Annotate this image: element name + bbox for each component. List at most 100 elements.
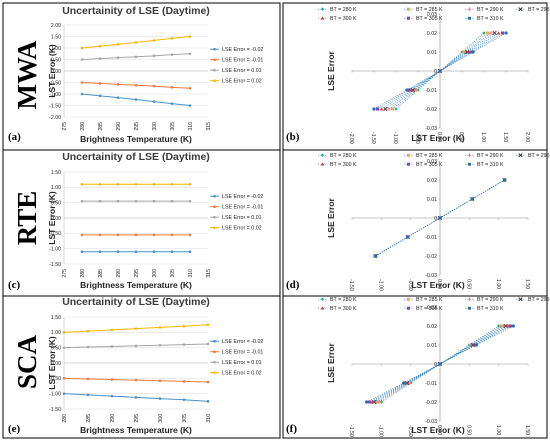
data-point [62, 392, 66, 395]
x-tick-label: -0.50 [414, 132, 420, 144]
data-point [110, 328, 114, 332]
legend-marker [320, 16, 325, 20]
legend-label: BT = 300 K [330, 162, 357, 168]
x-axis-label: Brightness Temperature (K) [80, 425, 192, 435]
data-point [134, 98, 138, 101]
x-tick-label: 0.50 [466, 425, 472, 435]
data-point [116, 199, 120, 203]
data-point [496, 324, 501, 328]
y-tick-label: 2.00 [51, 23, 61, 29]
chart-a: -2.00 -1.50 -1.00 -0.50 0.00 0.50 1.00 1.50 2.00… [47, 5, 263, 144]
panel-label-f: (f) [286, 423, 297, 435]
y-tick-label: -0.50 [49, 231, 61, 237]
x-tick-label: 285 [98, 122, 104, 131]
data-point [134, 344, 138, 348]
x-axis-label: LST Error (K) [411, 133, 465, 143]
legend-label: BT = 295 K [528, 7, 550, 13]
data-point [383, 106, 388, 112]
x-tick-label: 1.50 [524, 425, 530, 435]
data-point [482, 31, 486, 35]
data-point [489, 31, 493, 35]
data-point [80, 92, 84, 96]
x-tick-label: 0.50 [458, 132, 464, 142]
data-point [170, 233, 174, 237]
x-tick-label: 275 [62, 122, 68, 131]
data-point [134, 396, 138, 399]
data-point [182, 343, 186, 346]
data-point [158, 326, 162, 329]
data-point [98, 82, 102, 85]
y-tick-label: -0.01 [425, 235, 437, 241]
data-point [373, 254, 378, 258]
legend-marker [467, 162, 472, 166]
legend-label: BT = 305 K [416, 162, 443, 168]
x-tick-label: 280 [80, 269, 86, 278]
plots-layer: -2.00 -1.50 -1.00 -0.50 0.00 0.50 1.00 1.50 2.00… [47, 5, 550, 437]
y-axis-label: LSE Error [326, 342, 336, 382]
legend-marker [213, 371, 216, 375]
legend-label: LSE Error = -0.01 [222, 58, 263, 64]
legend-marker [213, 226, 216, 229]
data-point [406, 235, 410, 239]
data-point [116, 182, 120, 186]
y-tick-label: -0.02 [425, 254, 437, 260]
data-point [365, 400, 369, 404]
legend-marker [320, 7, 325, 11]
y-tick-label: 0.03 [427, 12, 437, 18]
chart-b: -0.03 -0.02 -0.01 0 0.01 0.02 0.03 -2.00 -1.50 -1… [318, 7, 550, 144]
y-tick-label: -0.02 [425, 107, 437, 113]
x-tick-label: 1.00 [480, 132, 486, 142]
x-tick-label: 280 [62, 414, 68, 423]
panel-labels: (a) (b) (c) (d) (e) (f) [8, 131, 300, 435]
x-tick-label: -1.50 [370, 132, 376, 144]
x-tick-label: 305 [182, 414, 188, 423]
y-tick-label: -0.01 [425, 88, 437, 94]
data-point [152, 54, 156, 58]
y-tick-label: 0 [434, 362, 437, 368]
data-point [98, 57, 102, 60]
legend-label: BT = 305 K [416, 306, 443, 312]
data-point [170, 37, 174, 40]
legend-label: BT = 285 K [416, 7, 443, 13]
x-axis-label: LST Error (K) [411, 280, 465, 290]
x-tick-label: 1.50 [524, 279, 530, 289]
legend-marker [467, 297, 472, 301]
data-point [188, 104, 192, 107]
legend-marker [518, 153, 523, 158]
legend-label: BT = 310 K [477, 16, 504, 22]
legend-label: LSE Error = -0.01 [222, 205, 263, 211]
legend-label: LSE Error = 0.02 [222, 79, 262, 85]
y-tick-label: 0.03 [427, 305, 437, 311]
data-point [188, 199, 192, 203]
data-point [496, 31, 501, 35]
data-point [110, 378, 114, 381]
data-point [134, 199, 138, 203]
data-point [134, 41, 138, 44]
y-tick-label: 0.00 [51, 216, 61, 222]
data-point [170, 199, 174, 203]
data-point [170, 86, 174, 89]
legend-label: LSE Error = 0.01 [222, 215, 262, 221]
x-tick-label: 275 [62, 269, 68, 278]
x-tick-label: 280 [80, 122, 86, 131]
panel-label-e: (e) [8, 423, 21, 435]
legend-marker [518, 297, 523, 302]
data-point [134, 55, 138, 59]
legend-marker [213, 215, 216, 219]
x-axis-label: LST Error (K) [411, 425, 465, 435]
y-axis-label: LST Error (K) [47, 44, 57, 98]
data-point [499, 324, 503, 328]
x-tick-label: -0.50 [407, 279, 413, 291]
data-point [98, 199, 102, 203]
data-point [86, 345, 90, 349]
data-point [206, 323, 210, 326]
legend-marker [320, 153, 325, 157]
x-tick-label: -1.00 [378, 279, 384, 291]
y-tick-label: -0.02 [425, 400, 437, 406]
data-point [134, 250, 138, 254]
x-tick-label: 310 [206, 414, 212, 423]
x-tick-label: -1.50 [348, 425, 354, 437]
data-point [116, 43, 120, 46]
data-point [469, 50, 473, 54]
trend-line-4 [385, 32, 495, 110]
